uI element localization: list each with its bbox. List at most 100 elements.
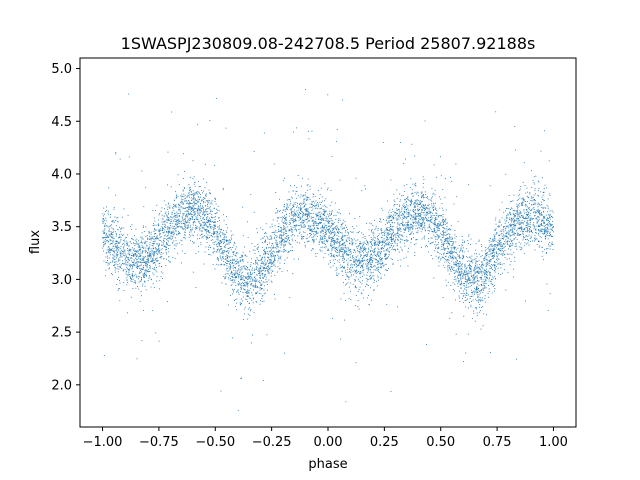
data-point [272, 243, 274, 245]
data-point [476, 300, 478, 302]
data-point [147, 237, 148, 239]
data-point [423, 207, 425, 209]
data-point [342, 255, 344, 257]
data-point [460, 284, 461, 286]
data-point [440, 232, 442, 234]
data-point [340, 338, 342, 340]
data-point [331, 255, 333, 257]
data-point [346, 253, 347, 255]
data-point [262, 274, 264, 276]
data-point [262, 262, 264, 264]
data-point [387, 269, 389, 271]
data-point [276, 237, 278, 239]
data-point [451, 241, 453, 243]
data-point [300, 207, 302, 209]
data-point [404, 210, 406, 212]
data-point [522, 230, 524, 232]
data-point [380, 251, 382, 252]
data-point [525, 204, 527, 206]
data-point [258, 271, 260, 273]
data-point [139, 267, 141, 269]
data-point [196, 234, 198, 236]
data-point [542, 218, 544, 220]
data-point [473, 292, 475, 294]
data-point [381, 232, 383, 234]
data-point [392, 217, 394, 219]
data-point [316, 227, 318, 229]
data-point [408, 225, 410, 227]
data-point [379, 251, 381, 253]
data-point [433, 229, 435, 230]
data-point [373, 289, 375, 291]
data-point [363, 252, 365, 254]
data-point [113, 264, 115, 266]
data-point [416, 227, 418, 229]
data-point [244, 276, 246, 278]
data-point [112, 233, 114, 235]
data-point [529, 208, 531, 210]
data-point [281, 243, 283, 245]
data-point [499, 250, 501, 251]
data-point [188, 234, 190, 236]
data-point [242, 261, 244, 263]
data-point [498, 273, 499, 275]
data-point [415, 185, 417, 187]
data-point [201, 237, 203, 239]
data-point [451, 252, 453, 254]
data-point [136, 256, 137, 258]
data-point [350, 252, 352, 254]
data-point [119, 248, 121, 250]
data-point [465, 274, 466, 276]
data-point [368, 258, 370, 260]
data-point [410, 226, 412, 228]
data-point [334, 234, 336, 236]
data-point [238, 292, 239, 294]
data-point [244, 268, 246, 270]
data-point [398, 210, 400, 212]
data-point [514, 233, 516, 235]
data-point [318, 222, 320, 224]
data-point [140, 265, 142, 267]
data-point [208, 201, 210, 203]
data-point [441, 220, 443, 222]
data-point [269, 262, 271, 264]
data-point [274, 259, 276, 261]
data-point [250, 309, 252, 311]
data-point [308, 212, 310, 214]
data-point [159, 229, 160, 231]
data-point [136, 261, 138, 263]
data-point [291, 217, 293, 219]
data-point [539, 229, 541, 231]
data-point [397, 239, 399, 241]
data-point [266, 235, 268, 237]
data-point [382, 239, 384, 241]
data-point [284, 215, 285, 217]
data-point [403, 212, 405, 214]
data-point [176, 220, 178, 222]
data-point [141, 238, 143, 240]
scatter-points [102, 89, 554, 411]
data-point [326, 225, 328, 227]
data-point [520, 246, 522, 248]
data-point [515, 220, 517, 222]
data-point [352, 271, 354, 273]
data-point [490, 272, 491, 274]
data-point [340, 248, 342, 250]
data-point [485, 247, 487, 248]
data-point [536, 232, 538, 234]
data-point [429, 220, 431, 221]
data-point [484, 256, 486, 258]
data-point [187, 221, 189, 223]
data-point [335, 248, 337, 250]
data-point [500, 242, 502, 244]
data-point [338, 209, 340, 210]
data-point [145, 262, 147, 264]
data-point [193, 197, 195, 199]
data-point [138, 257, 139, 259]
data-point [326, 226, 328, 228]
data-point [281, 250, 283, 252]
data-point [369, 250, 371, 252]
data-point [529, 229, 531, 230]
data-point [160, 257, 162, 259]
data-point [381, 232, 383, 233]
